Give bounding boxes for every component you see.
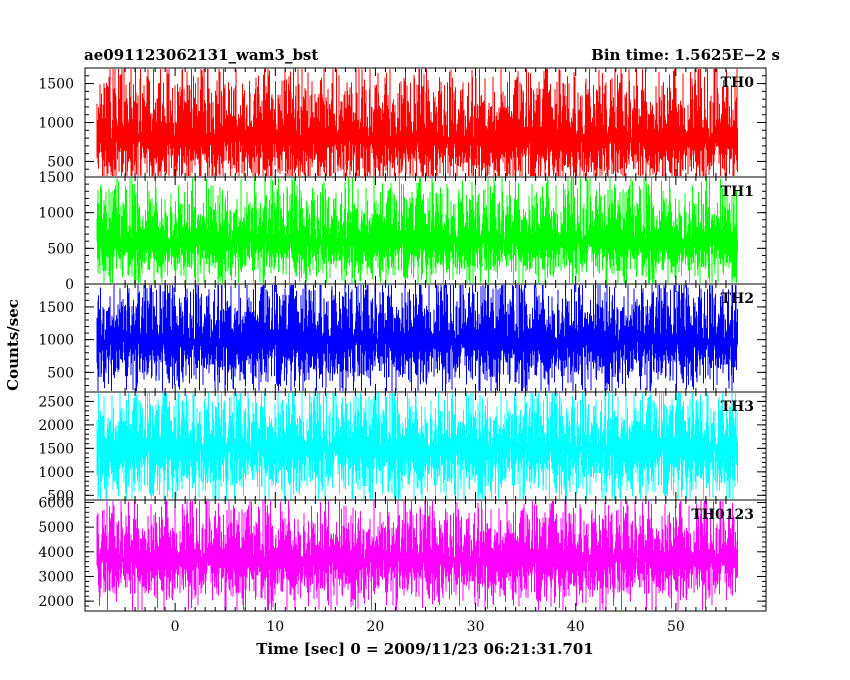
x-tick-label: 0 <box>171 619 180 635</box>
y-tick-label: 500 <box>47 154 74 170</box>
y-tick-label: 1000 <box>38 206 74 222</box>
y-tick-label: 0 <box>65 277 74 293</box>
y-tick-label: 5000 <box>38 520 74 536</box>
plot-title: ae091123062131_wam3_bst <box>84 46 318 64</box>
panel-label-th1: TH1 <box>721 184 754 200</box>
x-axis-label: Time [sec] 0 = 2009/11/23 06:21:31.701 <box>256 640 593 658</box>
series-th0 <box>96 69 738 176</box>
y-tick-label: 2000 <box>38 594 74 610</box>
x-tick-label: 20 <box>367 619 385 635</box>
x-tick-label: 30 <box>467 619 485 635</box>
panel-th1: 0 500 1000 1500 TH1 <box>38 170 767 293</box>
y-tick-label: 1500 <box>38 441 74 457</box>
panel-label-th0: TH0 <box>721 75 755 91</box>
y-tick-label: 1000 <box>38 116 74 132</box>
y-tick-label: 500 <box>47 241 74 257</box>
y-tick-label: 1500 <box>38 170 74 186</box>
y-tick-label: 6000 <box>38 495 74 511</box>
panel-th0: 500 1000 1500 TH0 <box>38 67 767 178</box>
y-tick-label: 2000 <box>38 418 74 434</box>
y-tick-label: 1500 <box>38 77 74 93</box>
x-tick-label: 10 <box>266 619 284 635</box>
bin-time-label: Bin time: 1.5625E−2 s <box>591 46 780 64</box>
y-tick-label: 2500 <box>38 394 74 410</box>
y-tick-label: 1000 <box>38 333 74 349</box>
y-tick-label: 1000 <box>38 465 74 481</box>
series-th1 <box>96 178 738 283</box>
panel-label-th0123: TH0123 <box>691 507 754 523</box>
panel-label-th3: TH3 <box>721 399 754 415</box>
panel-th3: 500 1000 1500 2000 2500 TH3 <box>38 391 767 504</box>
y-axis-label: Counts/sec <box>4 299 22 391</box>
x-tick-label: 40 <box>567 619 585 635</box>
series-th0123 <box>96 501 738 610</box>
series-th2 <box>96 285 738 391</box>
y-tick-label: 1500 <box>38 300 74 316</box>
series-th3 <box>96 393 738 499</box>
y-tick-label: 500 <box>47 488 74 504</box>
panel-th2: 500 1000 1500 TH2 <box>38 283 767 393</box>
y-tick-label: 3000 <box>38 569 74 585</box>
x-tick-label: 50 <box>667 619 685 635</box>
y-tick-label: 4000 <box>38 545 74 561</box>
panel-label-th2: TH2 <box>721 291 754 307</box>
y-tick-label: 500 <box>47 365 74 381</box>
panel-th0123: 2000 3000 4000 5000 6000 TH0123 <box>38 495 767 612</box>
